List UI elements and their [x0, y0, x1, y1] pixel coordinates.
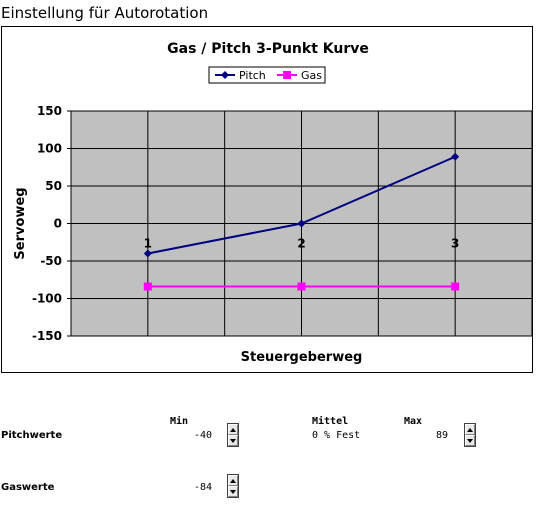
pitch-min-up-button[interactable] [228, 424, 238, 435]
x-tick-label: 3 [451, 237, 459, 251]
pitch-max-spinner[interactable] [464, 423, 476, 447]
data-point [451, 282, 460, 291]
chart: 150 100 50 0 -50 -100 -150 1 2 3 Gas / Pitch 3-Pun… [13, 41, 533, 365]
legend-box [208, 66, 326, 84]
pitch-min-spinner[interactable] [227, 423, 239, 447]
y-tick-label: -150 [32, 329, 62, 343]
y-tick-label: -50 [40, 254, 62, 268]
pitch-mittel-value: 0 % Fest [312, 430, 361, 441]
legend-label: Gas [301, 69, 322, 82]
data-point [143, 282, 152, 291]
chart-frame: 150 100 50 0 -50 -100 -150 1 2 3 Gas / Pitch 3-Pun… [1, 26, 533, 373]
y-tick-label: 150 [37, 104, 62, 118]
y-tick-label: 100 [37, 142, 62, 156]
data-point [451, 152, 460, 161]
data-point [143, 249, 152, 258]
y-tick-label: 50 [45, 179, 62, 193]
gas-min-up-button[interactable] [228, 475, 238, 486]
header-max: Max [404, 416, 423, 427]
x-tick-label: 1 [144, 237, 152, 251]
y-tick-label: 0 [54, 217, 62, 231]
gas-min-spinner[interactable] [227, 474, 239, 498]
gas-min-down-button[interactable] [228, 486, 238, 497]
legend-marker [221, 71, 229, 79]
pitch-label: Pitchwerte [1, 430, 63, 441]
pitch-min-down-button[interactable] [228, 435, 238, 446]
data-point [297, 282, 306, 291]
x-axis-title: Steuergeberweg [241, 350, 363, 365]
header-mittel: Mittel [312, 416, 349, 427]
y-axis-title: Servoweg [13, 187, 28, 259]
chart-title: Gas / Pitch 3-Punkt Kurve [167, 41, 369, 57]
gas-min-value: -84 [193, 482, 212, 493]
pitch-min-value: -40 [193, 430, 212, 441]
header-min: Min [170, 416, 189, 427]
pitch-max-up-button[interactable] [465, 424, 475, 435]
pitch-max-value: 89 [435, 430, 448, 441]
legend-marker [283, 71, 291, 79]
pitch-max-down-button[interactable] [465, 435, 475, 446]
gas-label: Gaswerte [1, 482, 55, 493]
data-point [297, 219, 306, 228]
x-tick-label: 2 [297, 237, 305, 251]
y-tick-label: -100 [32, 292, 62, 306]
page-title: Einstellung für Autorotation [1, 4, 209, 22]
legend-label: Pitch [239, 69, 266, 82]
